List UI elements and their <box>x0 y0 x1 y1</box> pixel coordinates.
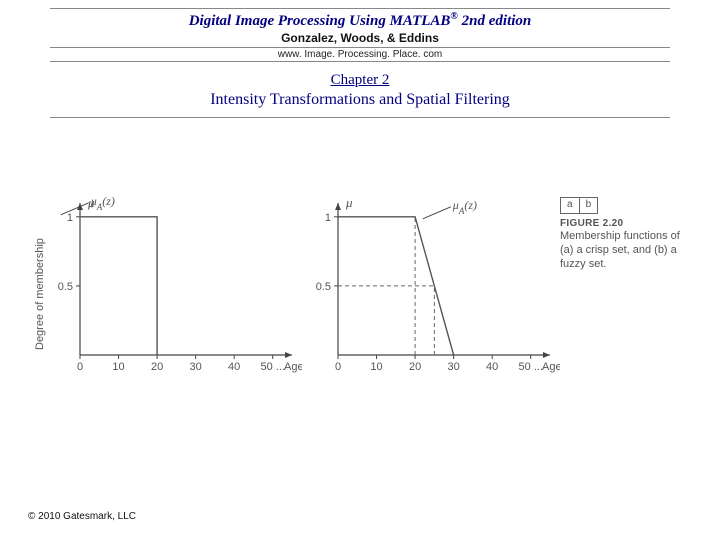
book-title-part1: Digital Image Processing Using MATLAB <box>189 13 451 29</box>
svg-text:μ: μ <box>345 195 353 210</box>
svg-text:1: 1 <box>67 212 73 224</box>
svg-text:20: 20 <box>409 361 421 373</box>
svg-text:50 ...: 50 ... <box>260 361 284 373</box>
svg-text:1: 1 <box>325 212 331 224</box>
label-b: b <box>580 198 598 213</box>
book-title-part2: 2nd edition <box>458 13 531 29</box>
svg-text:0.5: 0.5 <box>316 281 331 293</box>
copyright: © 2010 Gatesmark, LLC <box>28 511 136 522</box>
svg-text:30: 30 <box>190 361 202 373</box>
header: Digital Image Processing Using MATLAB® 2… <box>0 0 720 62</box>
svg-text:30: 30 <box>448 361 460 373</box>
svg-text:μA(z): μA(z) <box>452 198 477 216</box>
svg-text:10: 10 <box>112 361 124 373</box>
svg-text:Age (z): Age (z) <box>542 361 560 373</box>
svg-text:40: 40 <box>228 361 240 373</box>
subfigure-labels: ab <box>560 197 598 214</box>
url: www. Image. Processing. Place. com <box>50 47 670 62</box>
registered-symbol: ® <box>450 11 457 22</box>
figure-number: FIGURE 2.20 <box>560 218 692 231</box>
svg-text:0: 0 <box>77 361 83 373</box>
chart-a: 01020304050 ...0.51μAge (z)μA(z) <box>42 185 302 385</box>
authors: Gonzalez, Woods, & Eddins <box>0 31 720 45</box>
svg-text:20: 20 <box>151 361 163 373</box>
book-title: Digital Image Processing Using MATLAB® 2… <box>0 11 720 30</box>
chapter-title: Intensity Transformations and Spatial Fi… <box>0 91 720 109</box>
chart-b: 0 10 20 30 40 50 ... 0.5 1 μ Age (z) μA(z) <box>300 185 560 385</box>
divider <box>50 117 670 118</box>
caption-text: Membership functions of (a) a crisp set,… <box>560 230 692 271</box>
figure-caption: ab FIGURE 2.20 Membership functions of (… <box>560 197 692 271</box>
svg-text:10: 10 <box>370 361 382 373</box>
svg-text:40: 40 <box>486 361 498 373</box>
svg-text:0.5: 0.5 <box>58 281 73 293</box>
figure-area: Degree of membership 01020304050 ...0.51… <box>0 185 720 445</box>
chapter-heading: Chapter 2 Intensity Transformations and … <box>0 72 720 109</box>
svg-text:50 ...: 50 ... <box>518 361 542 373</box>
chapter-number: Chapter 2 <box>0 72 720 89</box>
label-a: a <box>561 198 580 213</box>
svg-text:0: 0 <box>335 361 341 373</box>
